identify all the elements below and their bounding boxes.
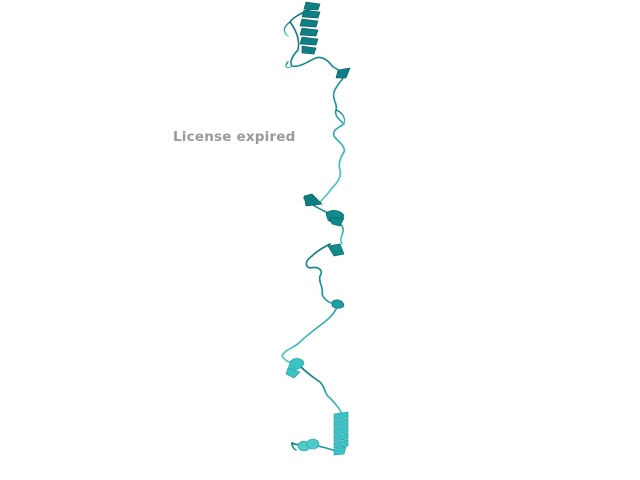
sheet-mid-1 xyxy=(303,193,323,207)
coil-backbone xyxy=(281,7,347,455)
helix-mid-3 xyxy=(327,243,345,257)
helix-mid-2 xyxy=(325,210,345,227)
helix-top xyxy=(299,1,321,55)
helix-mid-1 xyxy=(335,67,351,79)
helix-bottom xyxy=(333,411,349,456)
helix-mid-4 xyxy=(331,299,345,309)
license-watermark: License expired xyxy=(173,129,296,145)
helix-bottom-left xyxy=(297,438,320,452)
helix-mid-5 xyxy=(285,358,305,379)
